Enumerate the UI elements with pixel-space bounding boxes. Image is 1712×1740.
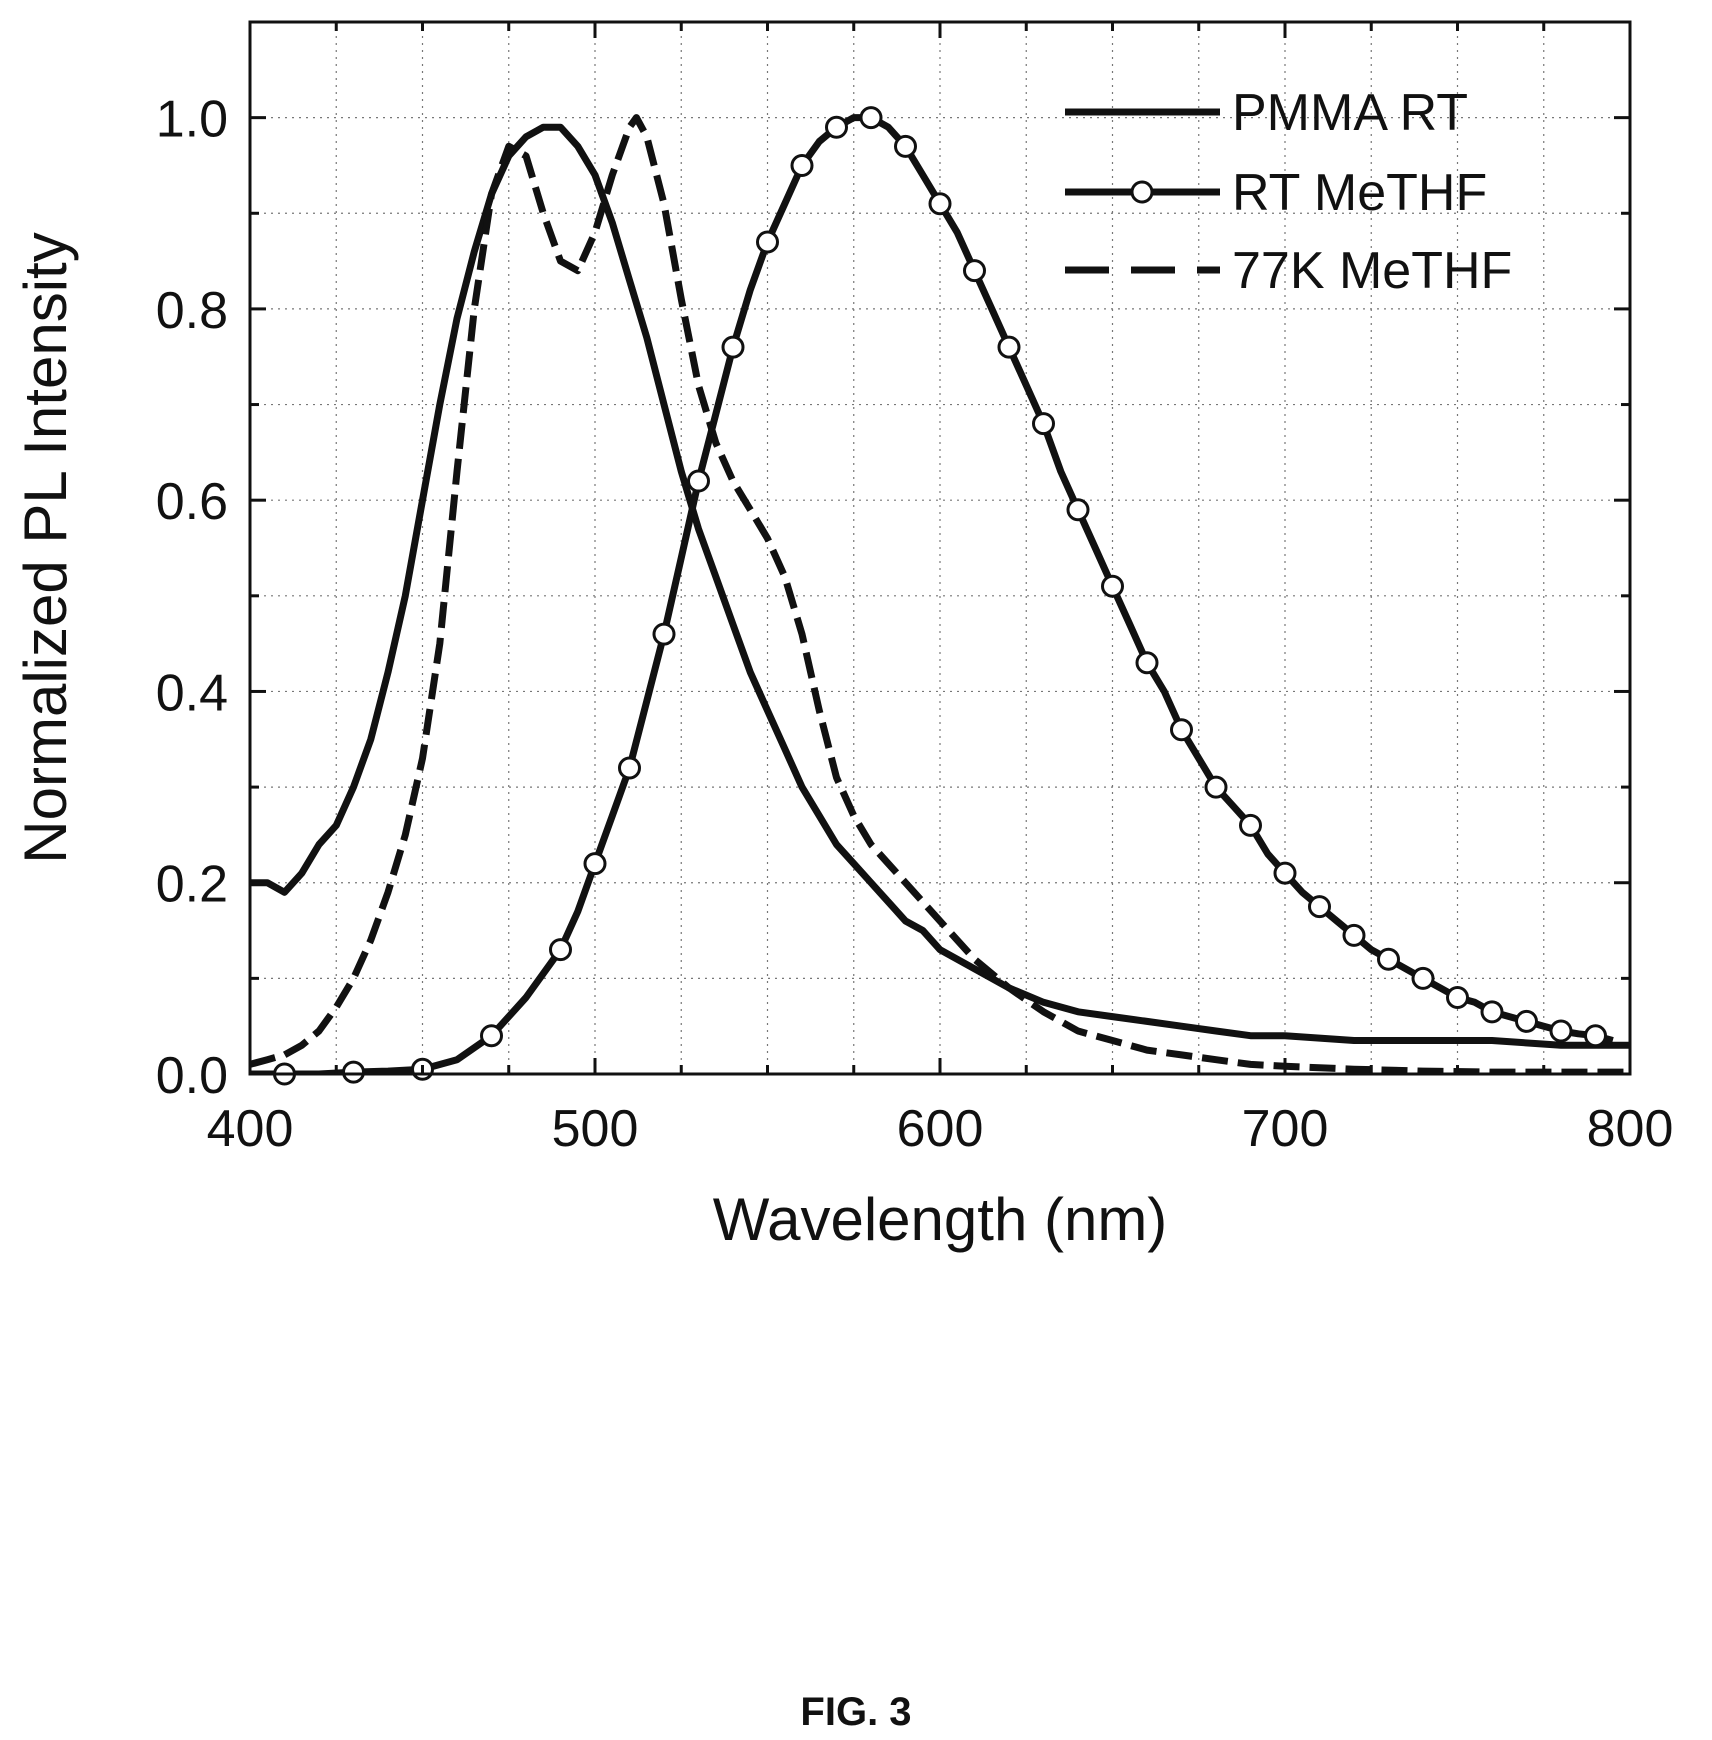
series-point-rt-methf — [1377, 947, 1400, 971]
legend-label-rt-methf: RT MeTHF — [1232, 164, 1487, 222]
x-tick-label: 800 — [1587, 1100, 1674, 1158]
x-axis-title: Wavelength (nm) — [713, 1186, 1168, 1253]
series-point-rt-methf — [1066, 498, 1090, 522]
series-point-rt-methf — [1411, 966, 1435, 990]
series-point-rt-methf — [1584, 1024, 1607, 1048]
series-line-pmma-rt — [250, 123, 1630, 1049]
series-point-rt-methf — [997, 335, 1021, 359]
series-point-rt-methf — [1101, 574, 1124, 598]
series-point-rt-methf — [618, 756, 641, 780]
series-point-rt-methf — [1135, 651, 1159, 675]
series-point-rt-methf — [687, 469, 710, 493]
y-tick-label: 0.4 — [156, 664, 228, 722]
series-point-rt-methf — [825, 115, 848, 139]
y-tick-label: 0.2 — [156, 856, 228, 914]
series-point-rt-methf — [859, 106, 883, 130]
series-point-rt-methf — [963, 259, 986, 283]
series-point-rt-methf — [721, 335, 745, 359]
series-point-rt-methf — [1170, 718, 1193, 742]
series-point-rt-methf — [549, 938, 572, 962]
grid-lines — [250, 22, 1630, 1074]
series-point-rt-methf — [1515, 1009, 1538, 1033]
series-point-rt-methf — [583, 852, 607, 876]
series-point-rt-methf — [1308, 895, 1331, 919]
legend-label-pmma-rt: PMMA RT — [1232, 84, 1468, 142]
x-tick-label: 500 — [552, 1100, 639, 1158]
series-point-rt-methf — [928, 192, 952, 216]
x-tick-label: 400 — [207, 1100, 294, 1158]
y-tick-label: 0.6 — [156, 473, 228, 531]
y-tick-label: 0.0 — [156, 1047, 228, 1105]
series-point-rt-methf — [790, 153, 814, 177]
series-point-rt-methf — [480, 1024, 503, 1048]
series-point-rt-methf — [1204, 775, 1228, 799]
series-point-rt-methf — [1239, 813, 1262, 837]
series-point-rt-methf — [756, 230, 779, 254]
series-point-rt-methf — [1446, 985, 1469, 1009]
series-point-rt-methf — [652, 622, 676, 646]
legend-label-77k-methf: 77K MeTHF — [1232, 242, 1512, 300]
series-point-rt-methf — [1480, 1000, 1504, 1024]
series-point-rt-methf — [1342, 923, 1366, 947]
series-point-rt-methf — [894, 134, 917, 158]
axis-ticks — [250, 22, 1630, 1074]
series-group — [250, 106, 1630, 1086]
y-tick-label: 0.8 — [156, 282, 228, 340]
series-point-rt-methf — [1273, 861, 1297, 885]
y-tick-label: 1.0 — [156, 91, 228, 149]
legend-marker-rt-methf — [1130, 180, 1154, 204]
x-tick-label: 700 — [1242, 1100, 1329, 1158]
tick-labels: 400 500 600 700 800 0.0 0.2 0.4 0.6 0.8 1.0 — [156, 91, 1674, 1158]
series-point-rt-methf — [342, 1060, 365, 1084]
figure-caption: FIG. 3 — [800, 1690, 912, 1734]
series-point-rt-methf — [1032, 412, 1055, 436]
legend: PMMA RT RT MeTHF 77K MeTHF — [1065, 84, 1512, 300]
series-point-rt-methf — [1549, 1019, 1573, 1043]
series-line-77k-methf — [250, 114, 1630, 1074]
y-axis-title: Normalized PL Intensity — [12, 232, 79, 863]
x-tick-label: 600 — [897, 1100, 984, 1158]
